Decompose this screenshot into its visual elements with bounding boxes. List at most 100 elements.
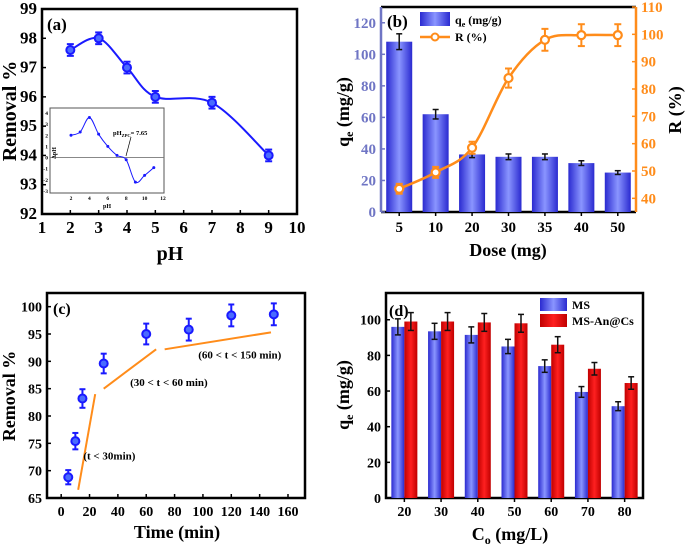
y-tick-label: 98 — [20, 28, 37, 47]
panel-a-y-axis-title: Removal % — [0, 61, 21, 162]
panel-a-data-point — [263, 150, 274, 161]
panel-d-bar-ms-an-cs — [404, 321, 418, 498]
inset-data-point — [143, 173, 147, 177]
panel-b-bar-error — [432, 108, 439, 120]
y-tick-label: 80 — [28, 410, 42, 425]
panel-d-x-axis-title: Co (mg/L) — [472, 524, 549, 547]
panel-d-bar-ms-an-cs — [441, 321, 455, 498]
x-tick-label: 9 — [264, 218, 273, 237]
inset-y-tick-label: 3 — [45, 122, 48, 128]
x-tick-label: 70 — [581, 505, 595, 520]
y-tick-label: 70 — [641, 109, 656, 125]
inset-y-axis-title: ΔpH — [52, 147, 58, 159]
y-tick-label: 40 — [367, 421, 381, 436]
legend-q: q — [455, 13, 462, 27]
panel-a-x-axis-title: pH — [157, 243, 184, 265]
panel-b-bar — [422, 114, 449, 212]
inset-x-tick-label: 12 — [160, 196, 166, 202]
x-tick-label: 3 — [94, 218, 103, 237]
y-tick-label: 60 — [641, 137, 656, 153]
panel-c-segment-label: (t < 30min) — [83, 451, 135, 463]
panel-b-data-point — [394, 183, 405, 194]
panel-d-bar-ms — [611, 406, 625, 498]
inset-annotation: pHZPC= 7.65 — [113, 130, 148, 138]
panel-d-bar-ms-an-cs — [477, 322, 491, 498]
panel-b-bar-error — [505, 153, 512, 161]
y-tick-label: 80 — [367, 349, 381, 364]
panel-b-data-point — [430, 167, 441, 178]
ylabel-q: q — [333, 137, 353, 147]
inset-x-tick-label: 4 — [88, 196, 91, 202]
inset-x-tick-label: 6 — [106, 196, 109, 202]
annotation-ph: pH — [113, 130, 122, 137]
panel-d-error-bar — [541, 359, 548, 374]
panel-b-bar-error — [578, 160, 585, 167]
panel-b-label: (b) — [387, 12, 408, 31]
panel-b-bar — [531, 156, 558, 212]
x-tick-label: 0 — [58, 505, 65, 520]
inset-x-axis-title: pH — [103, 204, 111, 210]
panel-d-bar-ms-an-cs — [551, 344, 565, 498]
x-tick-label: 80 — [168, 505, 182, 520]
panel-d-error-bar — [407, 311, 414, 332]
y-tick-label: 70 — [28, 465, 42, 480]
ylabel-sub: e — [342, 414, 356, 420]
panel-b-data-point — [576, 30, 587, 41]
y-tick-label: 80 — [641, 82, 656, 98]
x-tick-label: 100 — [192, 505, 213, 520]
panel-d-error-bar — [468, 326, 475, 344]
y-tick-label: 65 — [28, 492, 42, 507]
x-tick-label: 5 — [151, 218, 160, 237]
y-tick-label: 97 — [20, 58, 38, 77]
panel-c-data-point — [226, 310, 237, 321]
panel-d-bar-ms — [501, 346, 515, 498]
panel-b-bar — [604, 172, 631, 212]
panel-d-error-bar — [628, 376, 635, 391]
panel-c-data-point — [268, 309, 279, 320]
y-tick-label: 0 — [374, 492, 381, 507]
inset-data-point — [124, 158, 128, 162]
y-tick-label: 60 — [367, 385, 381, 400]
inset-y-tick-label: -2 — [43, 178, 48, 184]
panel-d-error-bar — [431, 322, 438, 341]
legend-label-qe: qe (mg/g) — [455, 13, 502, 29]
ylabel-unit: (mg/g) — [333, 77, 354, 131]
panel-a-data-point — [207, 97, 217, 108]
y-tick-label: 60 — [361, 110, 376, 126]
panel-b-data-point — [466, 142, 478, 153]
panel-c-fit-segment — [164, 331, 272, 351]
panel-b-data-point — [503, 72, 514, 84]
x-tick-label: 140 — [249, 505, 270, 520]
panel-b-data-point — [612, 30, 623, 41]
legend-swatch-r-marker — [430, 32, 440, 42]
panel-c-segment-label: (30 < t < 60 min) — [130, 377, 208, 389]
x-tick-label: 40 — [574, 220, 589, 236]
x-tick-label: 160 — [277, 505, 298, 520]
y-tick-label: 100 — [360, 314, 381, 329]
inset-data-point — [106, 144, 110, 148]
x-tick-label: 20 — [397, 505, 411, 520]
panel-c-segment-label: (60 < t < 150 min) — [198, 350, 281, 362]
inset-data-point — [115, 153, 119, 157]
panel-c-y-axis-title: Removal % — [0, 351, 19, 441]
panel-d-bar-ms — [391, 326, 405, 498]
inset-data-point — [69, 133, 73, 137]
panel-d-error-bar — [481, 312, 488, 333]
x-tick-label: 10 — [428, 220, 443, 236]
panel-c-data-point — [141, 329, 152, 339]
x-tick-label: 2 — [66, 218, 75, 237]
y-tick-label: 85 — [28, 383, 42, 398]
x-tick-label: 40 — [111, 505, 125, 520]
inset-series-line — [70, 116, 155, 184]
legend-label-r: R (%) — [455, 30, 487, 44]
panel-c-fit-segment — [103, 348, 157, 390]
ylabel-sub: e — [342, 131, 356, 137]
legend-label-ms-an-cs: MS-An@Cs — [572, 314, 634, 328]
y-tick-label: 90 — [28, 355, 42, 370]
inset-y-tick-label: 4 — [45, 111, 48, 117]
panel-b-bar — [459, 154, 486, 212]
y-tick-label: 75 — [28, 437, 42, 452]
annotation-value: = 7.65 — [131, 130, 148, 137]
panel-d-label: (d) — [389, 303, 409, 320]
